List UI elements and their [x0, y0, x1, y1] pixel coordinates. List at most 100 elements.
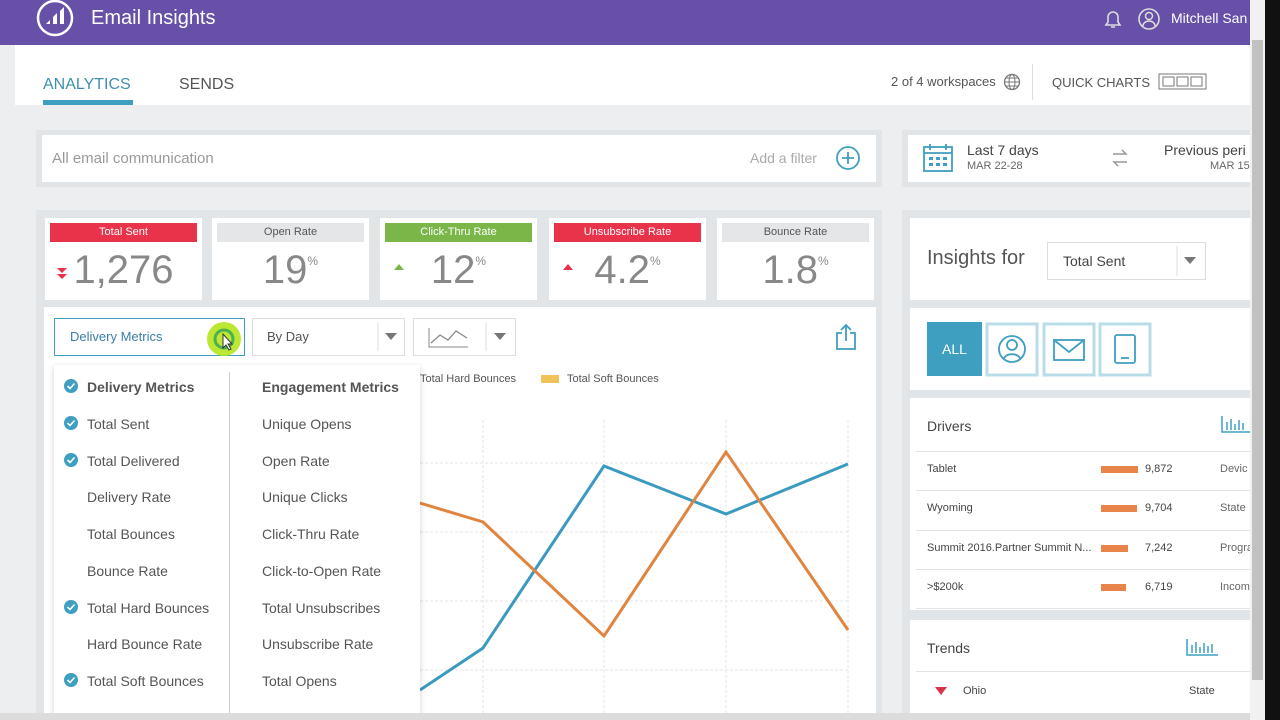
trends-title: Trends	[927, 640, 971, 656]
dropdown-item[interactable]: Delivery Rate	[87, 489, 172, 506]
driver-label: Summit 2016.Partner Summit N...	[927, 541, 1092, 554]
check-icon	[64, 672, 78, 687]
metric-select-value: Delivery Metrics	[70, 329, 163, 344]
notifications[interactable]	[1101, 7, 1125, 31]
check-icon	[64, 452, 78, 467]
user-name[interactable]: Mitchell San	[1171, 10, 1248, 26]
check-icon	[64, 599, 78, 614]
kpi-value: 12%	[380, 248, 537, 293]
period-caret[interactable]	[374, 318, 404, 356]
dropdown-item[interactable]: Unique Opens	[262, 416, 352, 432]
add-filter-button[interactable]	[835, 145, 861, 171]
date-picker[interactable]	[908, 135, 1250, 182]
globe-icon	[1003, 73, 1021, 91]
indicator	[57, 268, 67, 279]
driver-bar	[1101, 466, 1138, 473]
period-select[interactable]	[252, 318, 405, 356]
kpi-unit: %	[649, 254, 661, 268]
separator	[916, 529, 1250, 531]
driver-category: Incom	[1220, 580, 1250, 593]
dropdown-item[interactable]: Total Sent	[87, 416, 150, 432]
window-edge	[1265, 0, 1280, 720]
drivers-chart-icon[interactable]	[1220, 414, 1250, 434]
dropdown-item[interactable]: Bounce Rate	[87, 562, 168, 579]
user-avatar[interactable]	[1136, 6, 1162, 32]
drivers-card	[910, 398, 1250, 610]
kpi-label: Total Sent	[50, 223, 197, 242]
insights-select-value: Total Sent	[1063, 253, 1126, 269]
swap-icon[interactable]	[1110, 147, 1130, 169]
check-icon	[64, 416, 78, 430]
channel-tab-all[interactable]: ALL	[927, 322, 982, 376]
workspaces[interactable]: 2 of 4 workspaces	[891, 74, 996, 89]
tab[interactable]: ANALYTICS	[43, 76, 131, 93]
separator	[916, 490, 1250, 492]
kpi-value: 19%	[212, 248, 369, 293]
legend-label: Total Hard Bounces	[420, 373, 516, 385]
tab-underline	[43, 100, 133, 105]
kpi-card: Unsubscribe Rate 4.2%	[549, 218, 706, 300]
chart-type-icon[interactable]	[413, 318, 516, 356]
filter-input[interactable]	[42, 135, 876, 182]
dropdown-item[interactable]: Total Hard Bounces	[87, 599, 210, 616]
dropdown-item[interactable]: Unsubscribe Rate	[262, 636, 374, 653]
indicator	[394, 264, 404, 270]
driver-value: 9,704	[1145, 502, 1173, 515]
quick-charts-icon[interactable]	[1158, 72, 1208, 92]
logo	[36, 0, 74, 37]
h-scrollbar[interactable]	[0, 713, 1250, 720]
trends-chart-icon[interactable]	[1185, 637, 1219, 657]
dropdown-item[interactable]: Hard Bounce Rate	[87, 636, 203, 653]
driver-category: Progra	[1220, 541, 1254, 554]
dropdown-item[interactable]: Total Soft Bounces	[87, 672, 204, 689]
add-filter[interactable]: Add a filter	[750, 150, 817, 166]
separator	[916, 568, 1250, 570]
driver-label: Tablet	[927, 463, 957, 475]
quick-charts[interactable]: QUICK CHARTS	[1052, 75, 1150, 90]
kpi-number: 4.2	[594, 248, 650, 292]
kpi-value: 1,276	[45, 248, 202, 293]
kpi-label: Unsubscribe Rate	[554, 223, 701, 242]
separator	[916, 608, 1250, 610]
drivers-title: Drivers	[927, 418, 972, 434]
channel-tabs[interactable]	[985, 322, 1153, 378]
calendar-icon	[923, 144, 953, 172]
insights-caret[interactable]	[1175, 242, 1205, 280]
trend-down-icon	[935, 687, 947, 695]
tab[interactable]: SENDS	[179, 76, 235, 93]
trends-card	[910, 620, 1250, 720]
app-title: Email Insights	[91, 7, 216, 29]
date-label: Last 7 days	[967, 142, 1039, 158]
driver-category: State	[1220, 502, 1246, 515]
dropdown-item[interactable]: Unique Clicks	[262, 489, 348, 506]
dropdown-item[interactable]: Total Unsubscribes	[262, 599, 381, 616]
series-line	[420, 449, 850, 639]
insights-title: Insights for	[927, 247, 1025, 269]
share-button[interactable]	[834, 323, 858, 351]
legend-label: Total Soft Bounces	[567, 373, 659, 385]
dropdown-group-title[interactable]: Delivery Metrics	[87, 379, 195, 395]
driver-value: 7,242	[1145, 541, 1173, 554]
kpi-label: Click-Thru Rate	[385, 223, 532, 242]
dropdown-item[interactable]: Click-to-Open Rate	[262, 562, 382, 579]
dropdown-group-title[interactable]: Engagement Metrics	[262, 379, 399, 395]
series-line	[420, 462, 849, 692]
kpi-card: Open Rate 19%	[212, 218, 369, 300]
dropdown-item[interactable]: Total Bounces	[87, 526, 175, 543]
scroll-thumb[interactable]	[1252, 40, 1263, 680]
dropdown-divider	[229, 372, 230, 720]
dropdown-item[interactable]: Total Opens	[262, 672, 337, 689]
driver-label: >$200k	[927, 580, 964, 593]
kpi-number: 1.8	[762, 248, 818, 292]
dropdown-item[interactable]: Open Rate	[262, 452, 330, 469]
kpi-label: Bounce Rate	[722, 223, 869, 242]
kpi-card: Click-Thru Rate 12%	[380, 218, 537, 300]
dropdown-item[interactable]: Click-Thru Rate	[262, 526, 360, 543]
driver-value: 9,872	[1145, 463, 1173, 475]
insights-select[interactable]	[1047, 242, 1206, 280]
dropdown-item[interactable]: Total Delivered	[87, 452, 180, 469]
kpi-label: Open Rate	[217, 223, 364, 242]
metric-dropdown	[54, 365, 420, 720]
kpi-number: 12	[430, 248, 476, 292]
